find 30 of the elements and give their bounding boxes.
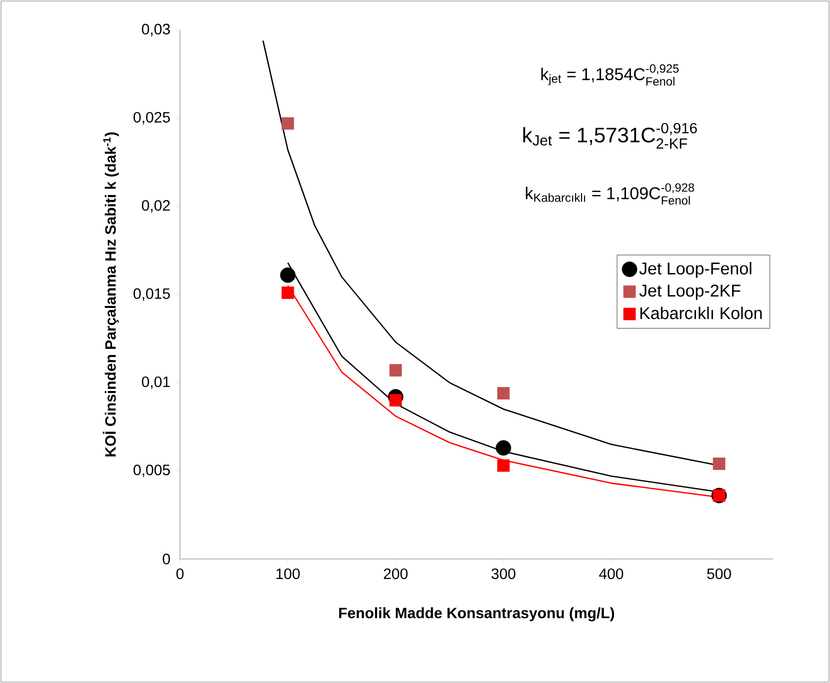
y-tick-label: 0,005 — [134, 464, 170, 478]
point — [282, 286, 294, 299]
x-tick-label: 100 — [276, 568, 300, 580]
x-tick-label: 300 — [492, 568, 516, 580]
x-tick-label: 400 — [599, 568, 624, 580]
point — [280, 267, 296, 283]
point — [496, 440, 512, 456]
annotation: $\text{k}_{\text{Kabarcıklı}}\text{ = 1,109C}_{\text{Fenol}}^{\text{-0,928}}$ — [526, 183, 694, 205]
point — [282, 117, 294, 130]
y-tick-label: 0,02 — [142, 200, 170, 213]
point — [497, 387, 510, 400]
legend-label: Jet Loop-2KF — [639, 284, 740, 300]
point — [389, 394, 402, 406]
legend-label: Kabarcıklı Kolon — [640, 306, 762, 320]
point — [497, 459, 510, 472]
y-tick-label: 0,015 — [134, 288, 170, 301]
x-tick-label: 0 — [176, 568, 184, 580]
y-axis-title: KOİ Cinsinden Parçalanma Hız Sabiti k (dak$^{-1}$) — [102, 132, 119, 456]
annotation: $\text{k}_{\text{jet}}\text{ = 1,1854C}_{\text{Fenol}}^{\text{-0,925}}$ — [541, 64, 679, 86]
point — [389, 364, 402, 377]
y-tick-label: 0,03 — [142, 24, 170, 36]
x-tick-label: 500 — [707, 568, 732, 580]
x-axis-title: Fenolik Madde Konsantrasyonu (mg/L) — [339, 607, 614, 622]
y-tick-label: 0,01 — [142, 376, 170, 389]
annotation: $\text{k}_{\text{Jet}}\text{ = 1,5731C}_{\text{2-KF}}^{\text{-0,916}}$ — [523, 122, 697, 149]
y-tick-label: 0,025 — [134, 112, 170, 124]
point — [712, 458, 726, 470]
legend-label: Jet Loop-Fenol — [639, 262, 752, 278]
y-tick-label: 0 — [162, 554, 170, 564]
x-tick-label: 200 — [384, 568, 408, 580]
